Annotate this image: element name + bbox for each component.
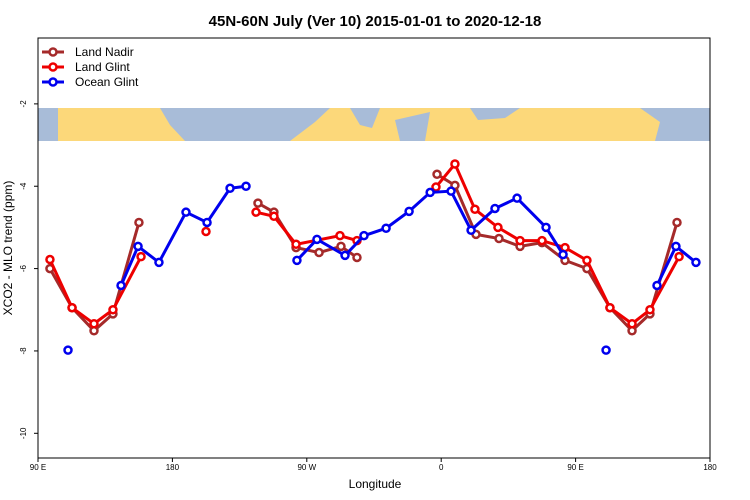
data-point xyxy=(312,234,322,245)
x-tick-label: 0 xyxy=(439,463,444,472)
data-point xyxy=(582,255,592,266)
x-tick-label: 90 E xyxy=(567,463,583,472)
data-point xyxy=(558,249,568,260)
data-point xyxy=(672,217,682,228)
plot-frame xyxy=(37,37,711,459)
data-point xyxy=(251,207,261,217)
series-line xyxy=(119,184,247,287)
legend-marker xyxy=(48,77,58,87)
data-point xyxy=(241,181,251,191)
series-line xyxy=(295,189,565,262)
data-point xyxy=(108,305,118,315)
data-point xyxy=(425,187,435,198)
data-point xyxy=(601,345,611,355)
y-tick-label: -4 xyxy=(19,182,28,190)
legend-marker xyxy=(48,47,58,57)
data-point xyxy=(537,235,547,246)
data-point xyxy=(470,204,480,215)
data-point xyxy=(466,225,476,236)
data-point xyxy=(490,203,500,214)
data-point xyxy=(512,193,522,203)
data-point xyxy=(352,252,362,263)
data-point xyxy=(691,257,701,268)
data-point xyxy=(45,254,55,265)
data-point xyxy=(671,241,681,252)
data-point xyxy=(154,257,164,268)
data-point xyxy=(359,230,369,241)
data-point xyxy=(493,222,503,233)
y-tick-label: -6 xyxy=(19,264,28,272)
data-point xyxy=(269,211,279,222)
data-point xyxy=(627,319,637,329)
data-point xyxy=(446,186,456,196)
legend-label: Land Glint xyxy=(75,60,130,74)
data-point xyxy=(336,241,346,252)
y-axis-label: XCO2 - MLO trend (ppm) xyxy=(1,181,15,316)
data-point xyxy=(515,235,525,246)
data-point xyxy=(133,241,143,252)
data-point xyxy=(652,280,662,291)
data-point xyxy=(340,250,350,261)
y-tick-label: -8 xyxy=(19,347,28,355)
map-band xyxy=(38,108,710,141)
data-point xyxy=(225,183,235,194)
data-point xyxy=(335,230,345,241)
data-point xyxy=(136,251,146,262)
data-point xyxy=(89,319,99,329)
legend-marker xyxy=(48,62,58,72)
x-tick-label: 180 xyxy=(166,463,180,472)
data-point xyxy=(432,169,442,180)
y-tick-label: -10 xyxy=(19,427,28,439)
data-point xyxy=(431,182,441,192)
data-point xyxy=(63,345,73,355)
chart-title: 45N-60N July (Ver 10) 2015-01-01 to 2020… xyxy=(209,13,542,30)
data-point xyxy=(314,247,324,258)
y-tick-label: -2 xyxy=(19,100,28,108)
data-point xyxy=(381,223,391,233)
data-point xyxy=(605,302,615,313)
data-point xyxy=(253,198,263,208)
data-point xyxy=(450,159,460,169)
x-axis-label: Longitude xyxy=(349,477,402,491)
data-point xyxy=(674,251,684,262)
data-point xyxy=(291,239,301,250)
series-line xyxy=(436,173,679,333)
x-tick-label: 90 E xyxy=(30,463,46,472)
data-point xyxy=(202,217,212,228)
data-point xyxy=(292,255,302,266)
data-point xyxy=(134,217,144,228)
data-point xyxy=(494,233,504,244)
data-point xyxy=(201,226,211,237)
x-tick-label: 90 W xyxy=(297,463,316,472)
data-point xyxy=(181,207,191,217)
data-point xyxy=(404,206,414,217)
data-point xyxy=(645,305,655,315)
legend-label: Ocean Glint xyxy=(75,75,139,89)
x-tick-label: 180 xyxy=(703,463,717,472)
data-point xyxy=(116,280,126,291)
legend-label: Land Nadir xyxy=(75,45,134,59)
data-point xyxy=(67,302,77,313)
data-point xyxy=(541,222,551,233)
